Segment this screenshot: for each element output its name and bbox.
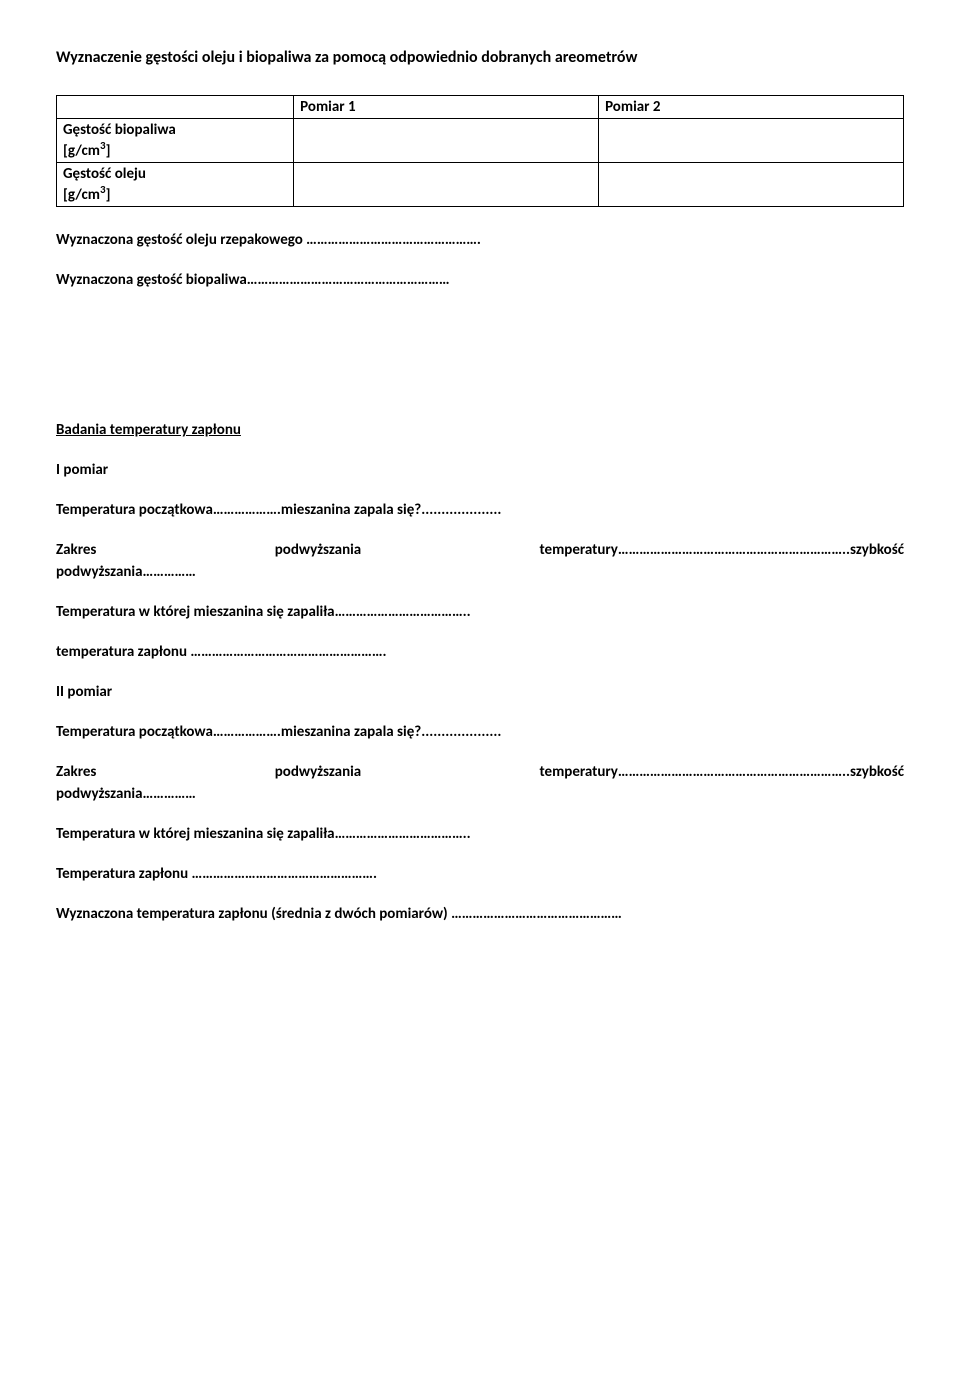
pomiar2-range-right: temperatury………………………………………………………..szybko… xyxy=(540,763,904,781)
row-label-biofuel: Gęstość biopaliwa [g/cm3] xyxy=(57,119,294,163)
row1-line1: Gęstość biopaliwa xyxy=(63,121,176,139)
row2-line2b: ] xyxy=(106,186,111,204)
pomiar2-ignite: Temperatura w której mieszanina się zapa… xyxy=(56,825,904,843)
pomiar1-flash: temperatura zapłonu ………………………………………………. xyxy=(56,643,904,661)
pomiar2-range-row: Zakres podwyższania temperatury………………………… xyxy=(56,763,904,781)
row1-line2b: ] xyxy=(106,142,111,160)
pomiar1-range-left: Zakres xyxy=(56,541,96,559)
biofuel-density-line: Wyznaczona gęstość biopaliwa………………………………… xyxy=(56,271,904,289)
pomiar1-start: Temperatura początkowa……………….mieszanina … xyxy=(56,501,904,519)
pomiar1-ignite: Temperatura w której mieszanina się zapa… xyxy=(56,603,904,621)
row-label-oil: Gęstość oleju [g/cm3] xyxy=(57,163,294,207)
rape-density-line: Wyznaczona gęstość oleju rzepakowego ………… xyxy=(56,231,904,249)
col-header-2: Pomiar 2 xyxy=(599,96,904,119)
cell-biofuel-p1 xyxy=(294,119,599,163)
page-title: Wyznaczenie gęstości oleju i biopaliwa z… xyxy=(56,48,904,67)
pomiar1-range-row: Zakres podwyższania temperatury………………………… xyxy=(56,541,904,559)
col-header-1: Pomiar 1 xyxy=(294,96,599,119)
pomiar2-flash: Temperatura zapłonu ……………………………………………. xyxy=(56,865,904,883)
row2-line1: Gęstość oleju xyxy=(63,165,146,183)
cell-oil-p1 xyxy=(294,163,599,207)
pomiar2-heading: II pomiar xyxy=(56,683,904,701)
section-header: Badania temperatury zapłonu xyxy=(56,421,904,439)
average-flash: Wyznaczona temperatura zapłonu (średnia … xyxy=(56,905,904,923)
cell-biofuel-p2 xyxy=(599,119,904,163)
row2-line2a: [g/cm xyxy=(63,186,100,204)
table-corner xyxy=(57,96,294,119)
pomiar1-heading: I pomiar xyxy=(56,461,904,479)
pomiar2-range-below: podwyższania…………… xyxy=(56,785,904,803)
pomiar2-range-mid: podwyższania xyxy=(275,763,361,781)
pomiar2-range-left: Zakres xyxy=(56,763,96,781)
cell-oil-p2 xyxy=(599,163,904,207)
pomiar2-start: Temperatura początkowa……………….mieszanina … xyxy=(56,723,904,741)
row1-line2a: [g/cm xyxy=(63,142,100,160)
pomiar1-range-below: podwyższania…………… xyxy=(56,563,904,581)
pomiar1-range-right: temperatury………………………………………………………..szybko… xyxy=(540,541,904,559)
density-table: Pomiar 1 Pomiar 2 Gęstość biopaliwa [g/c… xyxy=(56,95,904,207)
pomiar1-range-mid: podwyższania xyxy=(275,541,361,559)
